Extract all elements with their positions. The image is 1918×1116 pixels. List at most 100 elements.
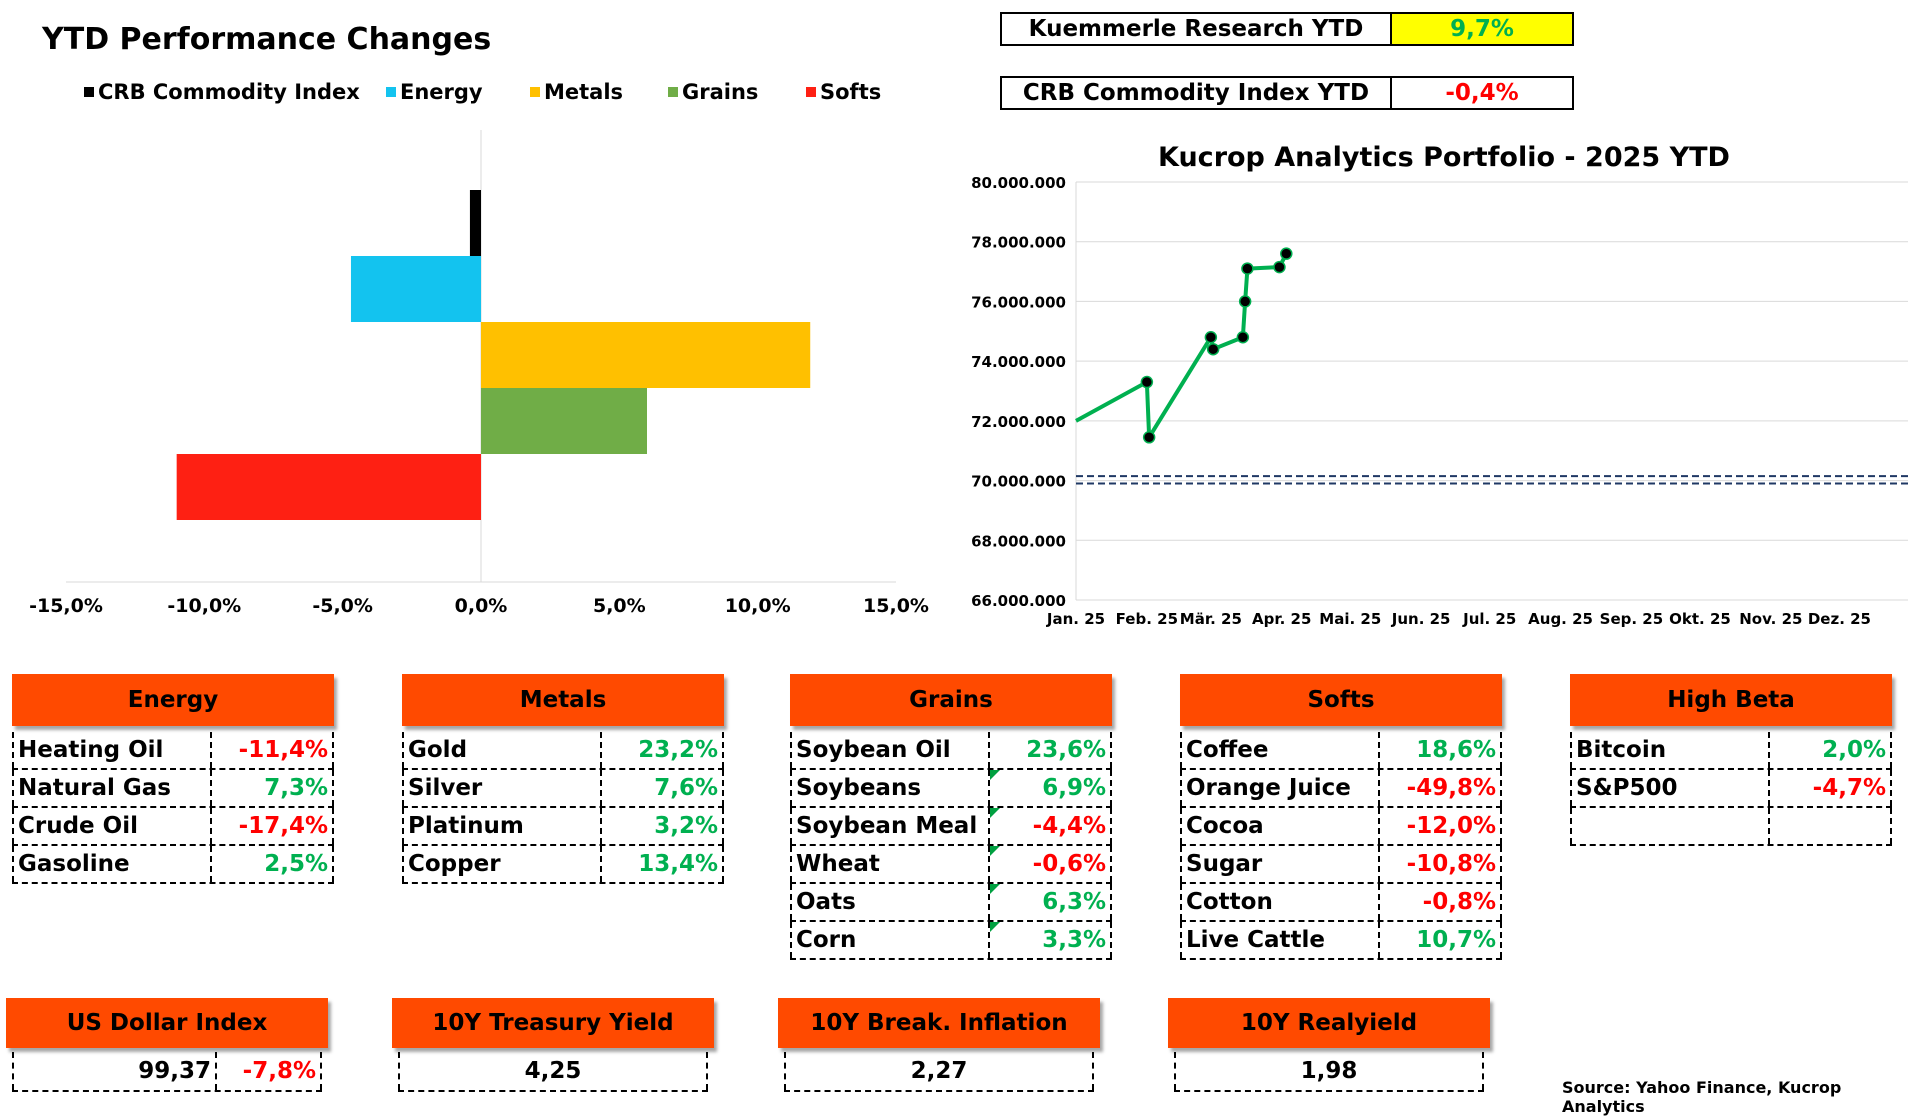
ytd-bar-chart: -15,0% -10,0% -5,0% 0,0% 5,0% 10,0% 15,0% xyxy=(29,130,929,617)
legend-item-energy: Energy xyxy=(386,80,483,104)
row-name: Gasoline xyxy=(12,846,212,882)
table-row: Cocoa -12,0% xyxy=(1180,808,1502,846)
row-value-text: -0,8% xyxy=(1422,889,1496,915)
row-value-text: -0,6% xyxy=(1032,851,1106,877)
row-value-text: 13,4% xyxy=(638,851,718,877)
table-row: Gasoline 2,5% xyxy=(12,846,334,884)
row-name: Cocoa xyxy=(1180,808,1380,844)
x-tick-label: 10,0% xyxy=(725,595,791,617)
portfolio-line-chart: Kucrop Analytics Portfolio - 2025 YTD 66.… xyxy=(971,142,1908,628)
table-row: Coffee 18,6% xyxy=(1180,732,1502,770)
kpi-label: Kuemmerle Research YTD xyxy=(1002,14,1392,44)
indicator-header: 10Y Break. Inflation xyxy=(778,998,1100,1048)
table-row: Orange Juice -49,8% xyxy=(1180,770,1502,808)
bar-grains xyxy=(481,388,647,454)
table-row: Soybean Oil 23,6% xyxy=(790,732,1112,770)
row-value-text: -12,0% xyxy=(1406,813,1496,839)
row-name: Bitcoin xyxy=(1570,732,1770,768)
row-value: -12,0% xyxy=(1380,808,1502,844)
x-tick-label: Okt. 25 xyxy=(1669,610,1731,628)
table-row: Gold 23,2% xyxy=(402,732,724,770)
kpi-crb-index: CRB Commodity Index YTD -0,4% xyxy=(1000,76,1574,110)
comment-marker-icon xyxy=(990,770,1000,780)
row-value-text: -49,8% xyxy=(1406,775,1496,801)
row-value: 23,2% xyxy=(602,732,724,768)
portfolio-series-line xyxy=(1075,252,1289,440)
row-value: 7,6% xyxy=(602,770,724,806)
row-value-text: 23,6% xyxy=(1026,737,1106,763)
x-tick-label: Feb. 25 xyxy=(1116,610,1178,628)
row-name: Copper xyxy=(402,846,602,882)
table-header: High Beta xyxy=(1570,674,1892,726)
kpi-label: CRB Commodity Index YTD xyxy=(1002,78,1392,108)
indicator-value: 2,27 xyxy=(784,1052,1094,1090)
row-value-text: -17,4% xyxy=(238,813,328,839)
x-tick-label: Dez. 25 xyxy=(1808,610,1871,628)
table-row: S&P500 -4,7% xyxy=(1570,770,1892,808)
row-name: Soybeans xyxy=(790,770,990,806)
row-value-text: 6,3% xyxy=(1042,889,1106,915)
x-tick-label: Sep. 25 xyxy=(1600,610,1664,628)
portfolio-point xyxy=(1206,342,1220,356)
kpi-value: -0,4% xyxy=(1445,80,1519,106)
row-value: -4,7% xyxy=(1770,770,1892,806)
row-value-text: 23,2% xyxy=(638,737,718,763)
portfolio-point xyxy=(1280,247,1293,260)
portfolio-point xyxy=(1140,375,1154,389)
row-value-text: 3,2% xyxy=(654,813,718,839)
table-row: Bitcoin 2,0% xyxy=(1570,732,1892,770)
row-value-text: 7,6% xyxy=(654,775,718,801)
table-row: Cotton -0,8% xyxy=(1180,884,1502,922)
row-value-text: 2,5% xyxy=(264,851,328,877)
y-tick-label: 66.000.000 xyxy=(971,592,1066,610)
y-tick-label: 80.000.000 xyxy=(971,174,1066,192)
line-chart-title: Kucrop Analytics Portfolio - 2025 YTD xyxy=(1158,142,1730,173)
row-value-text: -10,8% xyxy=(1406,851,1496,877)
legend-item-crb: CRB Commodity Index xyxy=(84,80,360,104)
comment-marker-icon xyxy=(990,808,1000,818)
row-value: -0,6% xyxy=(990,846,1112,882)
x-tick-label: 5,0% xyxy=(593,595,646,617)
y-tick-label: 78.000.000 xyxy=(971,234,1066,252)
x-tick-label: Apr. 25 xyxy=(1252,610,1311,628)
row-name: Soybean Oil xyxy=(790,732,990,768)
table-row: Live Cattle 10,7% xyxy=(1180,922,1502,960)
indicator-row: 4,25 xyxy=(398,1052,708,1092)
table-row: Soybean Meal -4,4% xyxy=(790,808,1112,846)
row-value-text: -4,4% xyxy=(1032,813,1106,839)
row-name: Coffee xyxy=(1180,732,1380,768)
row-value: 3,3% xyxy=(990,922,1112,958)
legend-label: CRB Commodity Index xyxy=(98,80,360,104)
row-value-text: -4,7% xyxy=(1812,775,1886,801)
legend-swatch xyxy=(386,87,396,97)
comment-marker-icon xyxy=(990,846,1000,856)
table-row: Soybeans 6,9% xyxy=(790,770,1112,808)
bar-metals xyxy=(481,322,811,388)
legend-label: Grains xyxy=(682,80,759,104)
row-value-text: 18,6% xyxy=(1416,737,1496,763)
x-tick-label: 15,0% xyxy=(863,595,929,617)
row-value: 6,9% xyxy=(990,770,1112,806)
x-tick-label: 0,0% xyxy=(455,595,508,617)
indicator-change: -7,8% xyxy=(217,1052,322,1090)
row-value: 2,5% xyxy=(212,846,334,882)
row-value: 18,6% xyxy=(1380,732,1502,768)
row-value: 23,6% xyxy=(990,732,1112,768)
kpi-kuemmerle-research: Kuemmerle Research YTD 9,7% xyxy=(1000,12,1574,46)
indicator-header: 10Y Treasury Yield xyxy=(392,998,714,1048)
x-tick-label: Aug. 25 xyxy=(1528,610,1593,628)
legend-label: Metals xyxy=(544,80,624,104)
row-value: -0,8% xyxy=(1380,884,1502,920)
row-name: Oats xyxy=(790,884,990,920)
portfolio-point xyxy=(1142,431,1156,444)
legend-swatch xyxy=(530,87,540,97)
portfolio-point xyxy=(1241,262,1254,275)
x-tick-label: Nov. 25 xyxy=(1739,610,1802,628)
table-row: Corn 3,3% xyxy=(790,922,1112,960)
legend-item-grains: Grains xyxy=(668,80,758,104)
row-value xyxy=(1770,808,1892,844)
table-row: Wheat -0,6% xyxy=(790,846,1112,884)
row-name: Cotton xyxy=(1180,884,1380,920)
indicator-value: 99,37 xyxy=(12,1052,217,1090)
comment-marker-icon xyxy=(990,922,1000,932)
